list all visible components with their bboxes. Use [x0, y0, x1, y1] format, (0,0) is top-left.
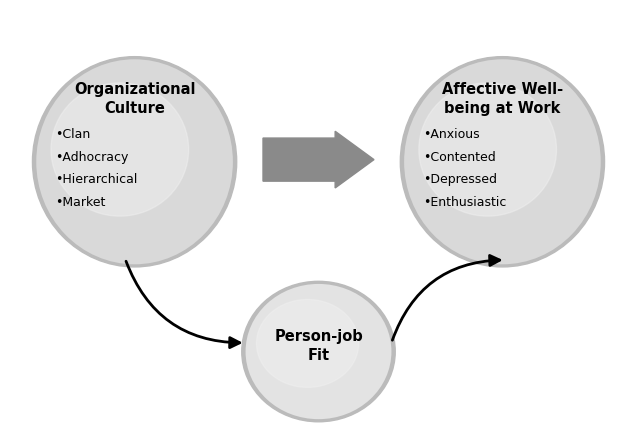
Text: •Hierarchical: •Hierarchical — [55, 173, 138, 186]
Ellipse shape — [419, 84, 557, 217]
Ellipse shape — [400, 57, 605, 267]
Text: Person-job
Fit: Person-job Fit — [274, 328, 363, 363]
Ellipse shape — [51, 84, 189, 217]
Text: •Adhocracy: •Adhocracy — [55, 150, 129, 163]
Ellipse shape — [257, 300, 359, 388]
Text: •Clan: •Clan — [55, 127, 90, 141]
Ellipse shape — [32, 57, 237, 267]
Text: Organizational
Culture: Organizational Culture — [74, 82, 196, 116]
Ellipse shape — [242, 282, 395, 422]
Text: •Enthusiastic: •Enthusiastic — [423, 195, 506, 208]
Ellipse shape — [36, 60, 233, 265]
Text: •Anxious: •Anxious — [423, 127, 480, 141]
Text: •Contented: •Contented — [423, 150, 496, 163]
Polygon shape — [263, 132, 374, 188]
Text: Affective Well-
being at Work: Affective Well- being at Work — [442, 82, 563, 116]
Ellipse shape — [246, 284, 391, 419]
Ellipse shape — [404, 60, 601, 265]
Text: •Depressed: •Depressed — [423, 173, 497, 186]
Text: •Market: •Market — [55, 195, 106, 208]
